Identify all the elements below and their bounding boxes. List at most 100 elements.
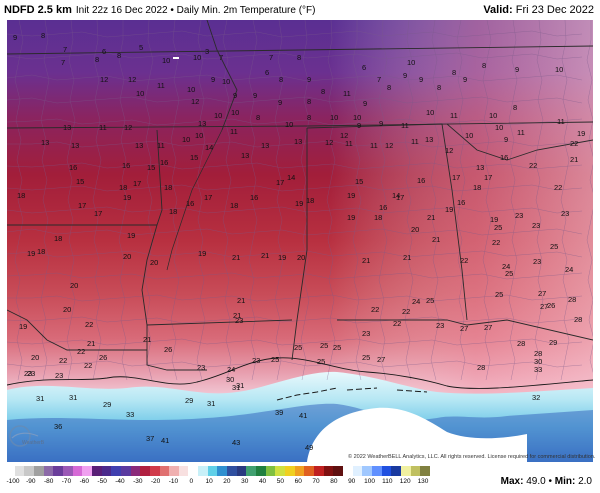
temperature-value: 25 bbox=[426, 296, 434, 305]
colorbar-swatch bbox=[130, 466, 141, 476]
county-line bbox=[7, 162, 583, 170]
temperature-value: 17 bbox=[133, 179, 141, 188]
temperature-value: 16 bbox=[186, 199, 194, 208]
temperature-value: 19 bbox=[295, 199, 303, 208]
temperature-value: 6 bbox=[102, 47, 106, 56]
temperature-value: 6 bbox=[362, 63, 366, 72]
temperature-map[interactable]: 9 8 7 7 8 6 8 5 3 7 7 8 10 10 9 10 6 8 9 6 7 10 8 8 9 10 12 12 11 10 9… bbox=[7, 20, 593, 462]
temperature-value: 39 bbox=[275, 408, 283, 417]
temperature-value: 23 bbox=[561, 209, 569, 218]
temperature-value: 10 bbox=[495, 123, 503, 132]
temperature-value: 12 bbox=[100, 75, 108, 84]
temperature-value: 17 bbox=[78, 201, 86, 210]
temperature-value: 8 bbox=[307, 113, 311, 122]
temperature-value: 28 bbox=[517, 339, 525, 348]
colorbar-swatch bbox=[391, 466, 401, 476]
temperature-value: 11 bbox=[157, 81, 165, 90]
valid-label: Valid: bbox=[483, 4, 513, 16]
temperature-value: 23 bbox=[515, 211, 523, 220]
colorbar-swatch bbox=[420, 466, 430, 476]
temperature-value: 22 bbox=[85, 320, 93, 329]
temperature-value: 12 bbox=[124, 123, 132, 132]
temperature-value: 10 bbox=[285, 120, 293, 129]
colorbar-swatch bbox=[91, 466, 102, 476]
colorbar-swatch bbox=[400, 466, 411, 476]
temperature-value: 18 bbox=[230, 201, 238, 210]
colorbar-swatch bbox=[314, 466, 324, 476]
colorbar-tick-label: -40 bbox=[115, 478, 125, 485]
temperature-value: 10 bbox=[193, 53, 201, 62]
temperature-value: 23 bbox=[532, 221, 540, 230]
temperature-value: 9 bbox=[363, 99, 367, 108]
temperature-value: 14 bbox=[205, 143, 213, 152]
temperature-value: 24 bbox=[502, 262, 510, 271]
temperature-value: 10 bbox=[182, 135, 190, 144]
colorbar-tick-label: 70 bbox=[312, 478, 320, 485]
temperature-value: 31 bbox=[232, 383, 240, 392]
county-line bbox=[14, 20, 24, 381]
colorbar-swatch bbox=[33, 466, 44, 476]
temperature-value: 25 bbox=[550, 242, 558, 251]
temperature-value: 33 bbox=[126, 410, 134, 419]
colorbar-swatch bbox=[410, 466, 421, 476]
temperature-value: 28 bbox=[568, 295, 576, 304]
colorbar-swatch bbox=[371, 466, 382, 476]
valid-time: Valid: Fri 23 Dec 2022 bbox=[483, 4, 594, 16]
temperature-value: 9 bbox=[403, 71, 407, 80]
temperature-value: 17 bbox=[204, 193, 212, 202]
county-line bbox=[66, 20, 76, 381]
county-line bbox=[560, 20, 570, 381]
temperature-value: 5 bbox=[139, 43, 143, 52]
temperature-value: 25 bbox=[495, 290, 503, 299]
temperature-value: 14 bbox=[287, 173, 295, 182]
temperature-value: 11 bbox=[557, 117, 565, 126]
min-value: 2.0 bbox=[578, 476, 592, 487]
colorbar-tick-label: 120 bbox=[399, 478, 411, 485]
temperature-value: 9 bbox=[357, 121, 361, 130]
colorbar-tick-label: 10 bbox=[205, 478, 213, 485]
temperature-value: 26 bbox=[547, 301, 555, 310]
temperature-value: 23 bbox=[252, 356, 260, 365]
colorbar-swatch bbox=[111, 466, 121, 476]
colorbar-tick-label: 20 bbox=[223, 478, 231, 485]
temperature-value: 25 bbox=[271, 355, 279, 364]
temperature-value: 8 bbox=[387, 83, 391, 92]
temperature-value: 19 bbox=[347, 191, 355, 200]
temperature-value: 12 bbox=[445, 146, 453, 155]
temperature-value: 22 bbox=[371, 305, 379, 314]
temperature-value: 8 bbox=[307, 97, 311, 106]
colorbar-tick-label: -70 bbox=[61, 478, 72, 485]
county-line bbox=[7, 338, 583, 346]
colorbar-tick-label: 100 bbox=[364, 478, 375, 485]
colorbar-swatch bbox=[333, 466, 343, 476]
temperature-value: 19 bbox=[490, 215, 498, 224]
coastline bbox=[7, 357, 593, 389]
colorbar-swatch bbox=[246, 466, 257, 476]
county-line bbox=[508, 20, 518, 381]
temperature-value: 13 bbox=[198, 119, 206, 128]
county-line bbox=[7, 118, 583, 126]
colorbar-swatch bbox=[62, 466, 73, 476]
max-value: 49.0 bbox=[526, 476, 546, 487]
temperature-value: 17 bbox=[452, 173, 460, 182]
temperature-value: 19 bbox=[347, 213, 355, 222]
mississippi-river bbox=[166, 129, 223, 271]
colorbar-swatch bbox=[159, 466, 170, 476]
svg-text:WeatherBELL: WeatherBELL bbox=[22, 440, 44, 446]
temperature-value: 16 bbox=[379, 203, 387, 212]
temperature-value: 11 bbox=[370, 141, 378, 150]
temperature-value: 32 bbox=[532, 393, 540, 402]
temperature-value: 10 bbox=[353, 113, 361, 122]
temperature-value: 10 bbox=[136, 89, 144, 98]
county-line bbox=[196, 20, 206, 381]
temperature-value: 10 bbox=[214, 111, 222, 120]
colorbar-swatch bbox=[198, 466, 208, 476]
temperature-value: 12 bbox=[340, 131, 348, 140]
county-line bbox=[7, 228, 583, 236]
county-line bbox=[326, 20, 336, 381]
colorbar-swatch bbox=[275, 466, 286, 476]
temperature-value: 15 bbox=[355, 177, 363, 186]
temperature-value: 9 bbox=[211, 75, 215, 84]
temperature-value: 8 bbox=[256, 113, 260, 122]
